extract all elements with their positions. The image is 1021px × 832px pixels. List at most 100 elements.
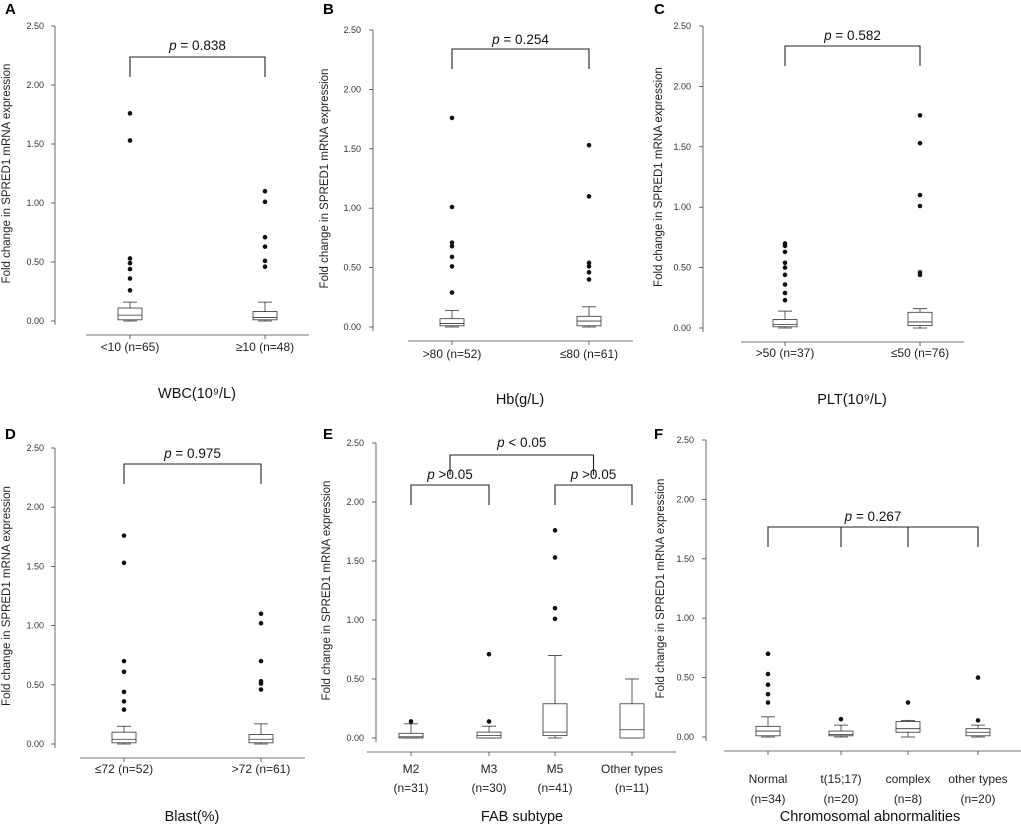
outlier-point <box>782 282 788 287</box>
y-tick-label: 1.50 <box>26 139 44 149</box>
outlier-point <box>586 142 592 148</box>
x-category-label: >50 (n=37) <box>756 346 815 360</box>
outlier-point <box>905 700 911 705</box>
y-tick-label: 2.00 <box>343 84 361 94</box>
outlier-point <box>121 533 127 538</box>
y-axis-label: Fold change in SPRED1 mRNA expression <box>1 486 13 706</box>
box-iqr <box>542 703 568 737</box>
outlier-point <box>765 700 771 705</box>
outlier-point <box>449 264 455 269</box>
y-tick-label: 1.00 <box>26 621 44 631</box>
y-tick-label: 2.00 <box>673 81 691 91</box>
outlier-point <box>486 651 492 657</box>
y-tick-label: 0.00 <box>673 323 691 333</box>
outlier-point <box>917 270 923 275</box>
y-tick-label: 2.00 <box>26 80 44 90</box>
x-category-label: Other types <box>601 762 663 776</box>
significance-bracket: p >0.05 <box>410 467 490 505</box>
outlier-point <box>586 264 592 269</box>
bracket-path <box>784 45 921 66</box>
y-axis-label: Fold change in SPRED1 mRNA expression <box>1 64 13 284</box>
box-group <box>111 533 137 745</box>
x-category-label: (n=20) <box>960 792 995 806</box>
x-axis-label: Chromosomal abnormalities <box>780 809 961 825</box>
significance-bracket: p = 0.975 <box>123 446 262 484</box>
x-category-label: (n=31) <box>393 781 428 795</box>
outlier-point <box>262 188 268 194</box>
y-tick-label: 0.50 <box>26 257 44 267</box>
p-value: = 0.267 <box>852 509 901 524</box>
box-iqr <box>772 319 798 328</box>
outlier-point <box>975 718 981 723</box>
outlier-point <box>552 555 558 560</box>
outlier-point <box>782 265 788 270</box>
x-category-label: >80 (n=52) <box>423 347 482 361</box>
y-tick-label: 1.50 <box>673 142 691 152</box>
x-axis-label: FAB subtype <box>481 809 563 825</box>
outlier-point <box>258 658 264 664</box>
y-tick-label: 0.00 <box>343 322 361 332</box>
outlier-point <box>449 204 455 210</box>
outlier-point <box>127 276 133 281</box>
x-category-label: (n=8) <box>894 792 922 806</box>
x-category-label: (n=34) <box>750 792 785 806</box>
bracket-path <box>554 484 633 505</box>
p-symbol: p <box>496 435 505 450</box>
box-iqr <box>111 731 137 744</box>
p-value: >0.05 <box>435 467 473 482</box>
outlier-point <box>449 115 455 121</box>
significance-bracket: p = 0.267 <box>767 509 979 547</box>
outlier-point <box>127 288 133 293</box>
y-tick-label: 1.50 <box>676 554 694 564</box>
bracket-path <box>410 484 490 505</box>
outlier-point <box>449 243 455 249</box>
x-axis-label: PLT(10⁹/L) <box>817 392 887 408</box>
p-value-label: p >0.05 <box>426 467 472 482</box>
outlier-point <box>408 719 414 724</box>
outlier-point <box>262 234 268 240</box>
outlier-point <box>121 699 127 704</box>
box-group <box>542 528 568 739</box>
outlier-point <box>121 560 127 566</box>
y-tick-label: 2.00 <box>676 494 694 504</box>
outlier-point <box>121 658 127 664</box>
panel-d: D 0.00 0.50 1.00 1.50 2.00 2.50 Fold change in … <box>1 426 305 825</box>
y-tick-label: 0.00 <box>346 733 364 743</box>
y-tick-label: 1.50 <box>343 144 361 154</box>
panel-f: F 0.00 0.50 1.00 1.50 2.00 2.50 Fold change in … <box>654 426 1021 825</box>
p-value: = 0.582 <box>832 28 881 43</box>
outlier-point <box>586 270 592 275</box>
box-group <box>576 142 602 328</box>
y-tick-label: 2.50 <box>673 21 691 31</box>
p-value: = 0.254 <box>500 32 550 47</box>
p-value: = 0.838 <box>177 38 226 53</box>
p-value-label: p = 0.582 <box>823 28 881 43</box>
y-tick-label: 1.50 <box>346 556 364 566</box>
outlier-point <box>765 682 771 688</box>
p-symbol: p <box>823 28 832 43</box>
y-tick-label: 0.50 <box>673 263 691 273</box>
panel-letter: C <box>654 1 665 18</box>
box-iqr <box>439 318 465 327</box>
p-symbol: p <box>426 467 435 482</box>
y-tick-label: 2.50 <box>676 435 694 445</box>
outlier-point <box>782 249 788 255</box>
box-iqr <box>248 734 274 744</box>
y-tick-label: 1.00 <box>343 203 361 213</box>
p-value-label: p = 0.975 <box>163 446 221 461</box>
outlier-point <box>586 277 592 282</box>
p-symbol: p <box>163 446 172 461</box>
x-category-label: ≤80 (n=61) <box>560 347 618 361</box>
bracket-path <box>129 56 266 77</box>
outlier-point <box>552 616 558 622</box>
outlier-point <box>121 669 127 675</box>
y-tick-label: 2.50 <box>346 438 364 448</box>
x-category-label: (n=20) <box>823 792 858 806</box>
box-iqr <box>252 311 278 321</box>
box-iqr <box>895 721 921 733</box>
y-tick-label: 0.50 <box>346 674 364 684</box>
y-tick-label: 0.50 <box>26 680 44 690</box>
y-axis-label: Fold change in SPRED1 mRNA expression <box>655 479 667 699</box>
outlier-point <box>765 651 771 657</box>
